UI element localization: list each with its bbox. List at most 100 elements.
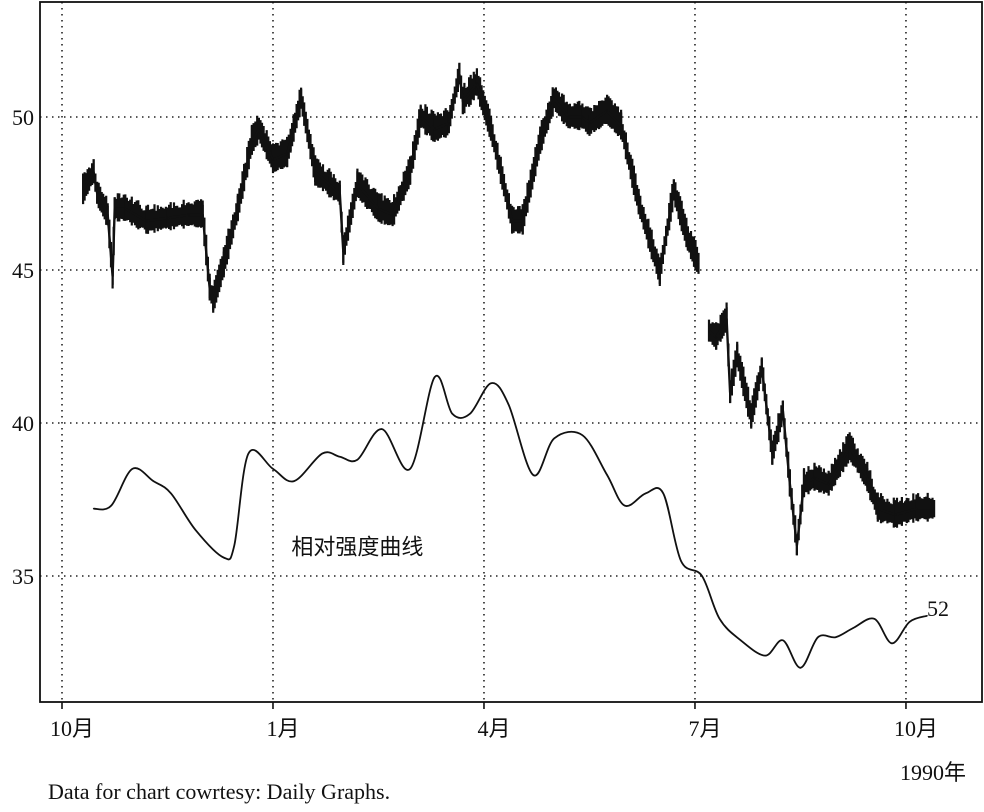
price-bar-segment — [915, 492, 936, 522]
price-point — [458, 73, 461, 76]
price-point — [567, 116, 570, 118]
relative-strength-line — [93, 374, 928, 669]
price-point — [356, 183, 359, 186]
price-point — [187, 214, 190, 216]
relative-strength-point — [469, 413, 471, 415]
price-bar-segment — [187, 199, 204, 228]
price-point — [827, 483, 830, 486]
relative-strength-point — [581, 434, 584, 436]
relative-strength-point — [623, 504, 626, 507]
y-tick-label: 40 — [12, 411, 34, 436]
price-point — [782, 409, 784, 412]
price-point — [750, 416, 753, 418]
axis-layer: 50 45 40 35 10月 1月 4月 7月 10月 1990年 — [12, 105, 966, 785]
relative-strength-point — [339, 456, 341, 458]
price-point — [251, 140, 253, 143]
price-series — [82, 62, 936, 556]
price-point — [725, 318, 728, 320]
price-point — [462, 100, 464, 103]
relative-strength-label: 相对强度曲线 — [291, 535, 423, 560]
price-point — [539, 140, 542, 143]
series-layer — [82, 62, 936, 669]
price-point — [96, 192, 99, 195]
price-point — [553, 97, 556, 100]
price-point — [391, 214, 394, 216]
relative-strength-point — [131, 468, 133, 470]
relative-strength-point — [553, 437, 555, 439]
price-point — [620, 125, 622, 128]
price-bar-segment — [606, 94, 623, 138]
price-point — [771, 452, 774, 455]
price-point — [606, 110, 608, 112]
relative-strength-point — [908, 621, 911, 623]
price-point — [729, 391, 731, 394]
relative-strength-point — [233, 544, 235, 547]
relative-strength-point — [293, 480, 295, 482]
price-point — [866, 477, 869, 479]
relative-strength-point — [321, 452, 323, 455]
relative-strength-point — [170, 492, 172, 495]
price-point — [289, 140, 292, 143]
relative-strength-point — [507, 403, 510, 406]
price-point — [447, 122, 450, 124]
price-bar-segment — [511, 205, 524, 234]
price-point — [82, 189, 84, 192]
price-point — [915, 507, 918, 510]
relative-strength-value-label: 52 — [927, 596, 949, 621]
relative-strength-series — [92, 374, 928, 669]
price-point — [212, 299, 215, 302]
x-tick-label: 4月 — [477, 716, 510, 741]
relative-strength-point — [764, 654, 766, 657]
relative-strength-point — [451, 413, 453, 415]
price-point — [736, 354, 739, 357]
relative-strength-point — [110, 504, 112, 507]
price-point — [673, 189, 675, 192]
x-tick-label: 1月 — [266, 716, 299, 741]
price-point — [708, 330, 710, 333]
chart-credit-note: Data for chart cowrtesy: Daily Graphs. — [48, 779, 391, 804]
price-point — [476, 82, 478, 85]
price-point — [848, 446, 851, 449]
y-tick-label: 45 — [12, 258, 34, 283]
price-point — [813, 477, 816, 479]
relative-strength-point — [926, 615, 928, 617]
y-tick-label: 35 — [12, 564, 34, 589]
price-point — [328, 183, 331, 186]
price-point — [876, 507, 879, 510]
relative-strength-point — [92, 508, 95, 510]
relative-strength-point — [891, 642, 893, 644]
price-point — [145, 220, 148, 222]
relative-strength-point — [799, 667, 802, 669]
x-tick-label: 7月 — [688, 716, 721, 741]
price-point — [236, 207, 239, 210]
x-year-label: 1990年 — [900, 760, 966, 785]
price-point — [272, 158, 274, 161]
price-point — [222, 263, 225, 265]
price-point — [687, 238, 689, 241]
price-point — [419, 116, 422, 118]
price-point — [637, 201, 640, 204]
price-point — [106, 214, 109, 216]
relative-strength-point — [223, 556, 225, 559]
relative-strength-point — [718, 618, 721, 620]
relative-strength-point — [740, 639, 742, 641]
price-line — [82, 73, 935, 547]
x-tick-label: 10月 — [50, 716, 94, 741]
price-point — [433, 128, 436, 131]
price-bar-segment — [113, 193, 127, 222]
relative-strength-point — [152, 480, 155, 482]
price-point — [342, 250, 345, 253]
relative-strength-point — [662, 492, 664, 495]
relative-strength-point — [701, 575, 703, 577]
price-point — [258, 128, 260, 131]
price-bar-segment — [588, 96, 609, 134]
price-point — [201, 214, 204, 216]
relative-strength-point — [194, 529, 197, 531]
relative-strength-point — [817, 636, 819, 638]
price-point — [658, 272, 661, 274]
price-point — [697, 263, 700, 265]
relative-strength-point — [606, 474, 608, 476]
price-point — [588, 122, 591, 124]
relative-strength-point — [852, 627, 854, 629]
